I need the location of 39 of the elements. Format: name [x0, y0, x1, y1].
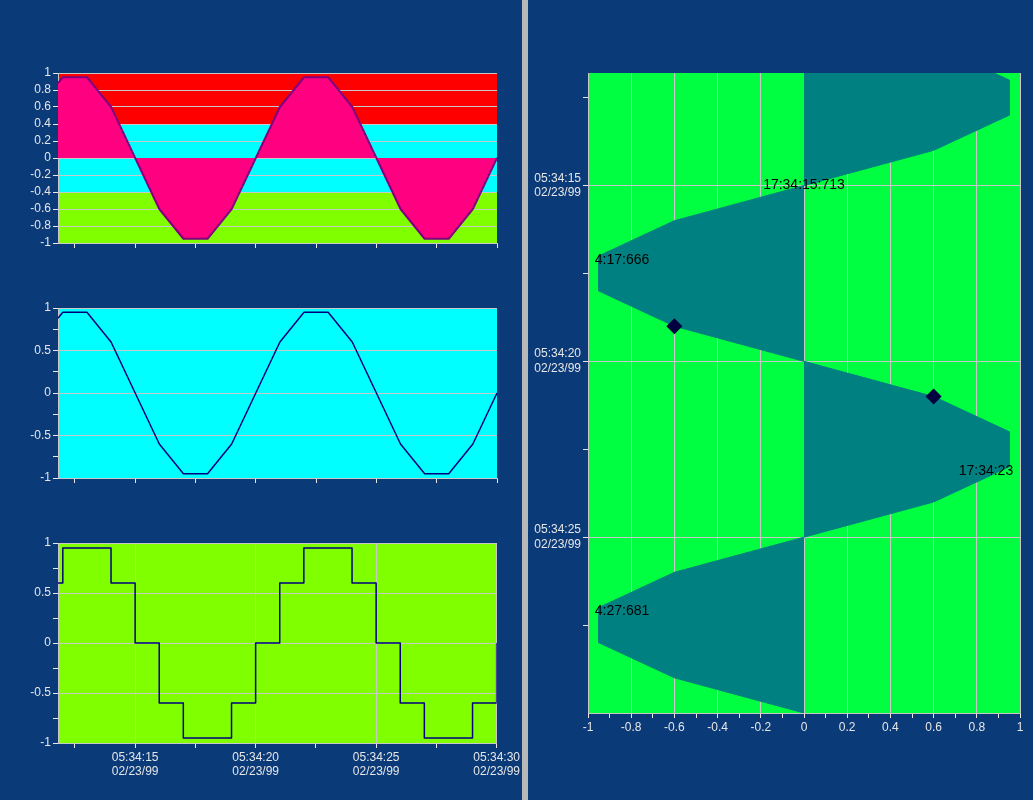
x-tick-label: 0.8	[968, 719, 986, 734]
y-tick-label: 0	[44, 385, 52, 400]
x-tick-label: 1	[1016, 719, 1024, 734]
x-tick-label: -0.2	[750, 719, 772, 734]
y-tick-label: 05:34:20 02/23/99	[534, 346, 582, 375]
y-tick-label: 0.6	[34, 99, 52, 114]
y-tick-label: 1	[44, 535, 52, 550]
x-tick-label: 0	[800, 719, 808, 734]
y-tick-label: 05:34:25 02/23/99	[534, 522, 582, 551]
x-tick-label: -0.8	[620, 719, 642, 734]
y-tick-label: -1	[40, 470, 52, 485]
x-tick-label: -0.4	[707, 719, 729, 734]
y-tick-label: -1	[40, 735, 52, 750]
y-tick-label: 0.8	[34, 82, 52, 97]
y-tick-label: -0.5	[30, 427, 52, 442]
x-tick-label: 0.4	[882, 719, 900, 734]
y-tick-label: -0.4	[30, 184, 52, 199]
x-tick-label: 0.6	[925, 719, 943, 734]
y-tick-label: 0	[44, 150, 52, 165]
y-tick-label: 0.5	[34, 585, 52, 600]
x-tick-label: -0.6	[664, 719, 686, 734]
y-tick-label: 1	[44, 300, 52, 315]
x-tick-label: 0.2	[838, 719, 856, 734]
y-tick-label: -1	[40, 235, 52, 250]
x-tick-label: 05:34:25 02/23/99	[352, 749, 400, 778]
y-tick-label: 1	[44, 65, 52, 80]
x-tick-label: 05:34:30 02/23/99	[473, 749, 521, 778]
y-tick-label: -0.2	[30, 167, 52, 182]
y-tick-label: 0.4	[34, 116, 52, 131]
y-tick-label: -0.8	[30, 218, 52, 233]
x-tick-label: 05:34:20 02/23/99	[232, 749, 280, 778]
y-tick-label: 0	[44, 635, 52, 650]
y-tick-label: -0.6	[30, 201, 52, 216]
y-tick-label: 0.2	[34, 133, 52, 148]
y-tick-label: -0.5	[30, 685, 52, 700]
x-tick-label: -1	[582, 719, 594, 734]
y-tick-label: 05:34:15 02/23/99	[534, 170, 582, 200]
x-tick-label: 05:34:15 02/23/99	[111, 749, 159, 778]
y-tick-label: 0.5	[34, 342, 52, 357]
